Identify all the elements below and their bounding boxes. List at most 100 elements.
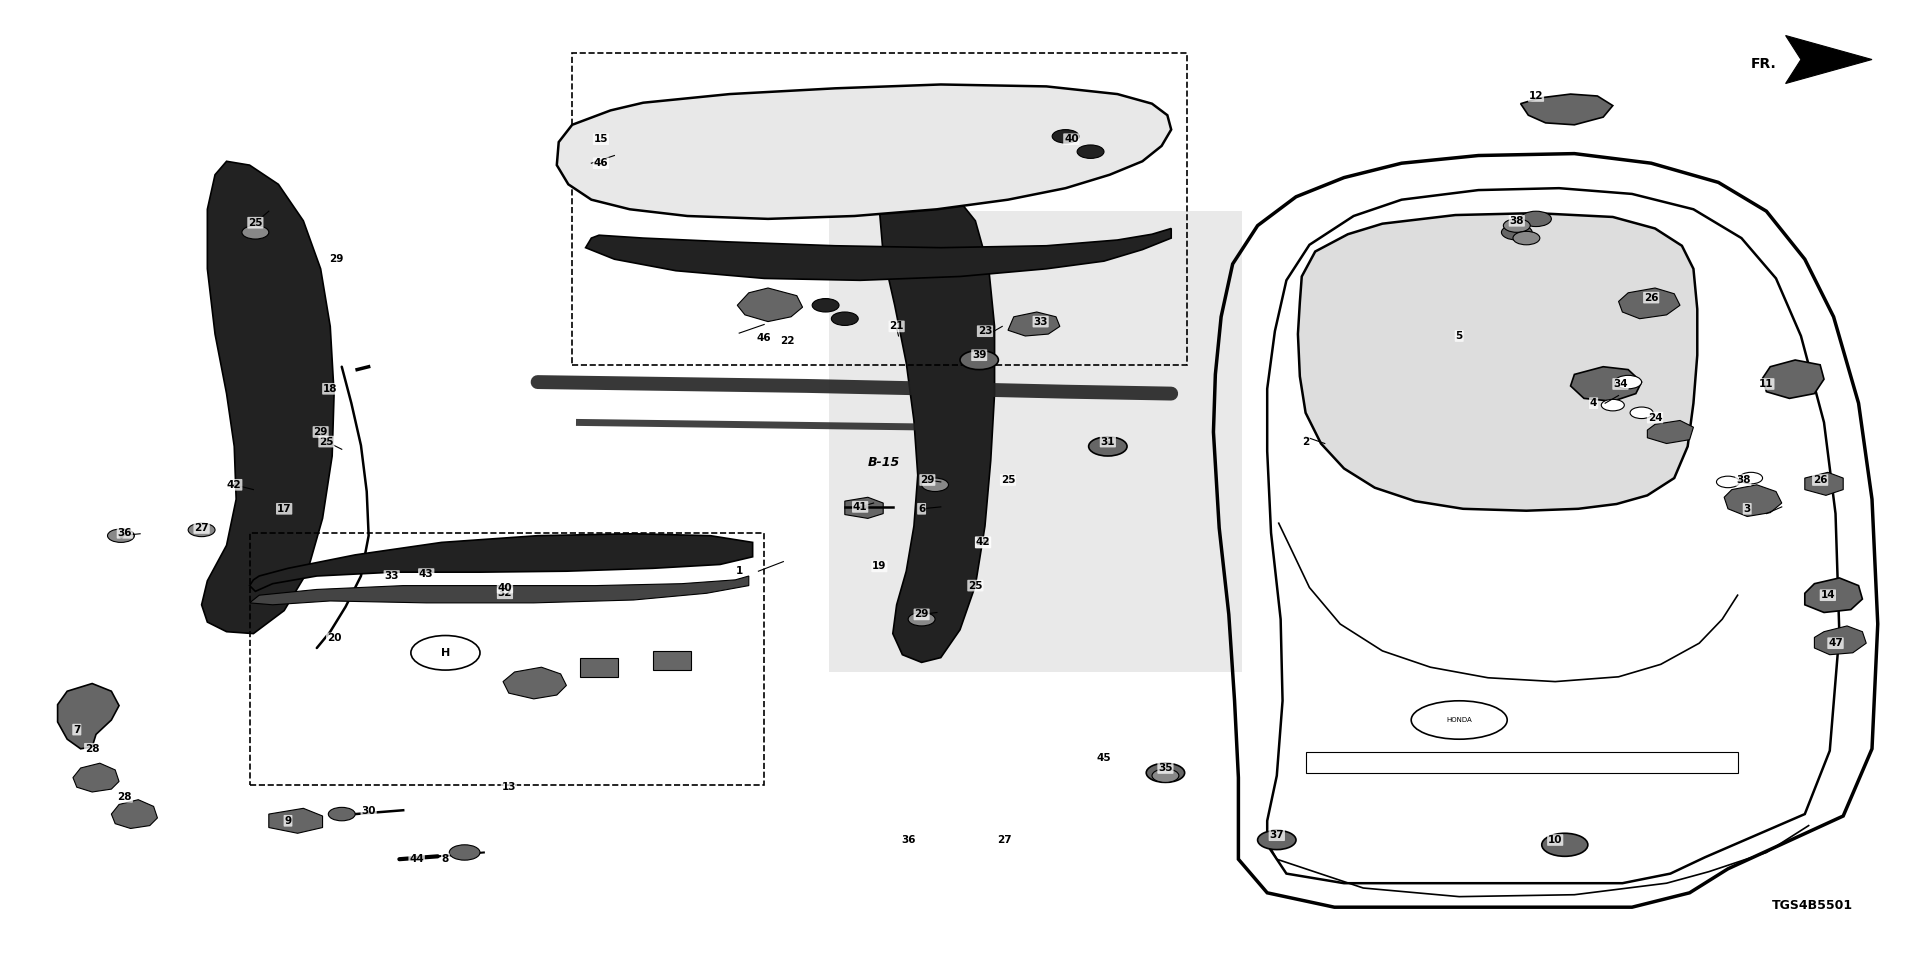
Circle shape — [449, 845, 480, 860]
Circle shape — [922, 478, 948, 492]
Circle shape — [1542, 833, 1588, 856]
Text: 14: 14 — [1820, 590, 1836, 600]
Polygon shape — [737, 288, 803, 322]
Text: 34: 34 — [1613, 379, 1628, 389]
Polygon shape — [250, 534, 753, 591]
Text: 47: 47 — [1828, 638, 1843, 648]
Circle shape — [1716, 476, 1740, 488]
Text: 9: 9 — [284, 816, 292, 826]
Circle shape — [242, 226, 269, 239]
Text: 8: 8 — [442, 854, 449, 864]
Polygon shape — [1298, 213, 1697, 511]
Text: 11: 11 — [1759, 379, 1774, 389]
Circle shape — [1521, 211, 1551, 227]
Text: 31: 31 — [1100, 437, 1116, 446]
Text: 15: 15 — [593, 134, 609, 144]
Bar — [1306, 752, 1738, 773]
Circle shape — [328, 807, 355, 821]
Circle shape — [1501, 225, 1532, 240]
Text: 40: 40 — [1064, 134, 1079, 144]
Text: 38: 38 — [1509, 216, 1524, 226]
Circle shape — [1630, 407, 1653, 419]
Text: 13: 13 — [501, 782, 516, 792]
Circle shape — [812, 299, 839, 312]
Polygon shape — [1814, 626, 1866, 655]
Text: 17: 17 — [276, 504, 292, 514]
Text: 25: 25 — [248, 218, 263, 228]
Polygon shape — [58, 684, 119, 749]
Text: 21: 21 — [889, 322, 904, 331]
Text: 20: 20 — [326, 634, 342, 643]
Text: 30: 30 — [361, 806, 376, 816]
Circle shape — [960, 350, 998, 370]
Text: 25: 25 — [319, 437, 334, 446]
Bar — [572, 53, 1187, 365]
Polygon shape — [111, 800, 157, 828]
Circle shape — [908, 612, 935, 626]
Text: 42: 42 — [975, 538, 991, 547]
Text: 26: 26 — [1644, 293, 1659, 302]
Polygon shape — [73, 763, 119, 792]
Circle shape — [1146, 763, 1185, 782]
Text: H: H — [442, 648, 449, 658]
Text: 29: 29 — [313, 427, 328, 437]
Circle shape — [1513, 231, 1540, 245]
Text: 2: 2 — [1302, 437, 1309, 446]
Text: 39: 39 — [972, 350, 987, 360]
Circle shape — [1152, 769, 1179, 782]
Text: 40: 40 — [497, 583, 513, 592]
Polygon shape — [1619, 288, 1680, 319]
Circle shape — [1089, 437, 1127, 456]
Circle shape — [1503, 219, 1530, 232]
Text: 35: 35 — [1158, 763, 1173, 773]
Text: 25: 25 — [968, 581, 983, 590]
Text: 36: 36 — [900, 835, 916, 845]
Text: 44: 44 — [409, 854, 424, 864]
Text: 43: 43 — [419, 569, 434, 579]
Bar — [580, 658, 618, 677]
Text: 36: 36 — [117, 528, 132, 538]
Polygon shape — [1786, 36, 1872, 84]
Text: 12: 12 — [1528, 91, 1544, 101]
Text: 1: 1 — [735, 566, 743, 576]
Circle shape — [108, 529, 134, 542]
Polygon shape — [1805, 578, 1862, 612]
Text: 28: 28 — [84, 744, 100, 754]
Circle shape — [188, 523, 215, 537]
Circle shape — [831, 312, 858, 325]
Text: 16: 16 — [975, 538, 991, 547]
Text: 42: 42 — [227, 480, 242, 490]
Bar — [653, 651, 691, 670]
Text: 27: 27 — [996, 835, 1012, 845]
Text: 3: 3 — [1743, 504, 1751, 514]
Polygon shape — [586, 228, 1171, 280]
Polygon shape — [845, 497, 883, 518]
Circle shape — [1052, 130, 1079, 143]
Text: 41: 41 — [852, 502, 868, 512]
Text: 33: 33 — [1033, 317, 1048, 326]
Text: 32: 32 — [497, 588, 513, 598]
Polygon shape — [879, 171, 995, 662]
Text: 46: 46 — [756, 333, 772, 343]
Circle shape — [1258, 830, 1296, 850]
Bar — [829, 211, 1242, 672]
Text: 25: 25 — [1000, 475, 1016, 485]
Text: 26: 26 — [1812, 475, 1828, 485]
Polygon shape — [503, 667, 566, 699]
Bar — [250, 533, 764, 785]
Text: 46: 46 — [593, 158, 609, 168]
Polygon shape — [557, 84, 1171, 219]
Circle shape — [1077, 145, 1104, 158]
Polygon shape — [1008, 312, 1060, 336]
Polygon shape — [202, 161, 334, 634]
Circle shape — [1601, 399, 1624, 411]
Text: FR.: FR. — [1751, 58, 1776, 71]
Text: 23: 23 — [977, 326, 993, 336]
Polygon shape — [1521, 94, 1613, 125]
Text: HONDA: HONDA — [1446, 717, 1473, 723]
Text: 45: 45 — [1096, 754, 1112, 763]
Text: 19: 19 — [872, 562, 887, 571]
Polygon shape — [1724, 485, 1782, 516]
Text: TGS4B5501: TGS4B5501 — [1772, 899, 1853, 912]
Circle shape — [1615, 375, 1642, 389]
